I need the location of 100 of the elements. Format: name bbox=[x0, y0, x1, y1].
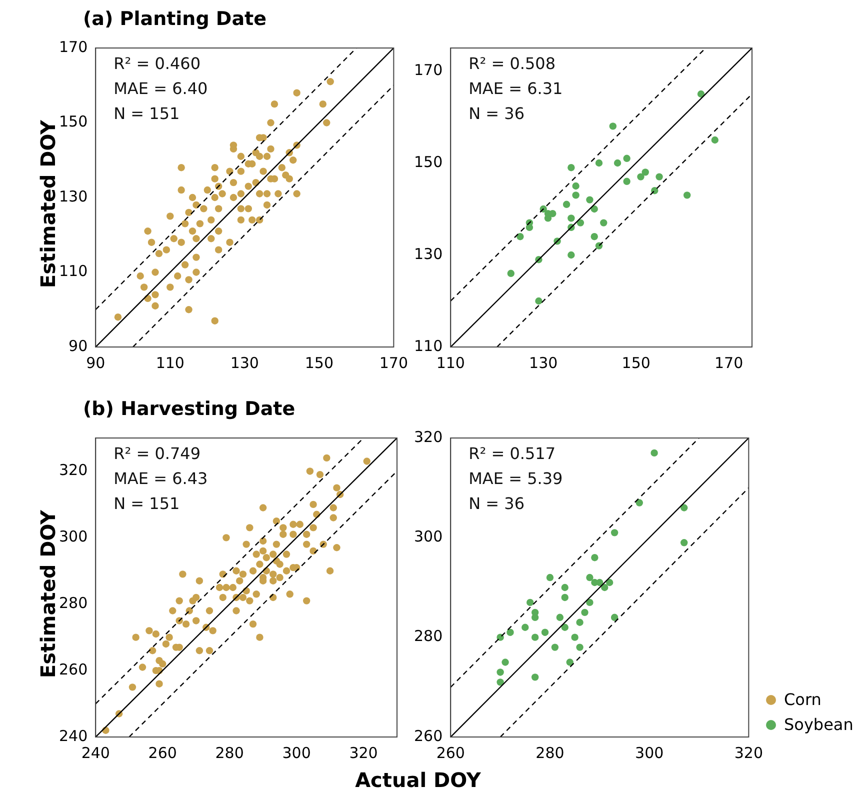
point bbox=[683, 192, 691, 199]
annotation: R² = 0.508 bbox=[468, 54, 556, 74]
annotation: N = 151 bbox=[114, 104, 180, 124]
x-tick-label: 110 bbox=[436, 354, 465, 372]
annotation: MAE = 6.40 bbox=[114, 79, 208, 98]
x-tick-label: 260 bbox=[148, 744, 177, 762]
x-tick-label: 170 bbox=[714, 354, 744, 372]
point bbox=[601, 584, 608, 592]
point bbox=[711, 136, 719, 144]
point bbox=[562, 200, 570, 208]
annotation: MAE = 6.43 bbox=[114, 469, 208, 488]
y-tick-label: 280 bbox=[58, 594, 88, 612]
x-tick-label: 320 bbox=[734, 744, 764, 762]
x-tick-label: 280 bbox=[536, 744, 564, 762]
point bbox=[623, 178, 630, 185]
annotation: N = 151 bbox=[114, 494, 180, 514]
y-tick-label: 260 bbox=[58, 660, 88, 678]
point bbox=[576, 618, 584, 626]
point bbox=[606, 578, 614, 586]
x-tick-label: 90 bbox=[86, 354, 106, 372]
y-tick-label: 90 bbox=[68, 336, 88, 355]
x-tick-label: 280 bbox=[215, 744, 244, 762]
point bbox=[535, 297, 542, 305]
point bbox=[561, 594, 568, 602]
x-tick-label: 170 bbox=[379, 354, 408, 372]
y-axis-title: Estimated DOY bbox=[36, 508, 60, 680]
point bbox=[697, 90, 705, 98]
chart-title: (b) Harvesting Date bbox=[83, 398, 296, 420]
point bbox=[561, 624, 568, 631]
x-tick-label: 130 bbox=[230, 354, 259, 372]
annotation: N = 36 bbox=[468, 494, 525, 514]
annotation: R² = 0.749 bbox=[114, 444, 201, 464]
point bbox=[516, 233, 524, 240]
x-tick-label: 150 bbox=[622, 354, 650, 372]
point bbox=[586, 598, 594, 606]
point bbox=[576, 644, 584, 651]
point bbox=[642, 168, 649, 176]
point bbox=[586, 574, 594, 582]
point bbox=[576, 219, 584, 226]
point bbox=[541, 628, 549, 636]
y-tick-label: 150 bbox=[414, 152, 443, 171]
point bbox=[623, 154, 630, 162]
point bbox=[496, 668, 504, 676]
legend-label: Corn bbox=[784, 690, 822, 709]
y-tick-label: 300 bbox=[58, 528, 88, 546]
point bbox=[590, 233, 598, 240]
point bbox=[590, 205, 598, 213]
point bbox=[566, 658, 574, 666]
point bbox=[526, 598, 534, 606]
point bbox=[531, 614, 539, 621]
x-tick-label: 150 bbox=[304, 354, 334, 372]
y-tick-label: 300 bbox=[414, 528, 443, 546]
y-axis-title: Estimated DOY bbox=[36, 118, 60, 290]
y-tick-label: 130 bbox=[414, 244, 443, 263]
point bbox=[610, 529, 618, 536]
point bbox=[572, 182, 580, 190]
y-tick-label: 170 bbox=[414, 60, 443, 79]
point bbox=[506, 628, 514, 636]
point bbox=[656, 173, 663, 180]
y-tick-label: 260 bbox=[414, 726, 443, 745]
point bbox=[546, 574, 554, 582]
point bbox=[561, 584, 568, 592]
x-tick-label: 260 bbox=[436, 744, 465, 762]
point bbox=[614, 159, 622, 167]
y-tick-label: 150 bbox=[58, 112, 88, 131]
point bbox=[568, 164, 575, 172]
annotation: MAE = 5.39 bbox=[468, 469, 563, 488]
point bbox=[572, 192, 580, 199]
point bbox=[581, 608, 588, 616]
x-tick-label: 130 bbox=[529, 354, 558, 372]
x-axis-title: Actual DOY bbox=[354, 768, 482, 790]
point bbox=[507, 270, 515, 277]
point bbox=[680, 504, 688, 512]
x-tick-label: 320 bbox=[349, 744, 378, 762]
y-tick-label: 320 bbox=[414, 428, 443, 446]
point bbox=[544, 214, 552, 222]
x-tick-label: 300 bbox=[635, 744, 664, 762]
annotation: R² = 0.517 bbox=[468, 444, 556, 464]
point bbox=[522, 624, 529, 631]
y-tick-label: 240 bbox=[58, 726, 88, 745]
y-tick-label: 320 bbox=[58, 461, 88, 480]
point bbox=[610, 614, 618, 621]
annotation: MAE = 6.31 bbox=[468, 79, 563, 98]
point bbox=[595, 159, 603, 167]
x-tick-label: 300 bbox=[282, 744, 311, 762]
point bbox=[596, 578, 604, 586]
annotation: R² = 0.460 bbox=[114, 54, 201, 74]
point bbox=[650, 449, 658, 457]
point bbox=[549, 210, 556, 218]
point bbox=[591, 554, 598, 562]
point bbox=[568, 214, 575, 222]
point bbox=[609, 122, 617, 130]
annotation: N = 36 bbox=[468, 104, 525, 124]
y-tick-label: 280 bbox=[414, 627, 443, 646]
point bbox=[636, 499, 643, 506]
point bbox=[571, 634, 578, 641]
point bbox=[496, 678, 504, 686]
point bbox=[556, 614, 564, 621]
legend-label: Soybean bbox=[784, 715, 854, 734]
y-tick-label: 170 bbox=[58, 38, 88, 56]
